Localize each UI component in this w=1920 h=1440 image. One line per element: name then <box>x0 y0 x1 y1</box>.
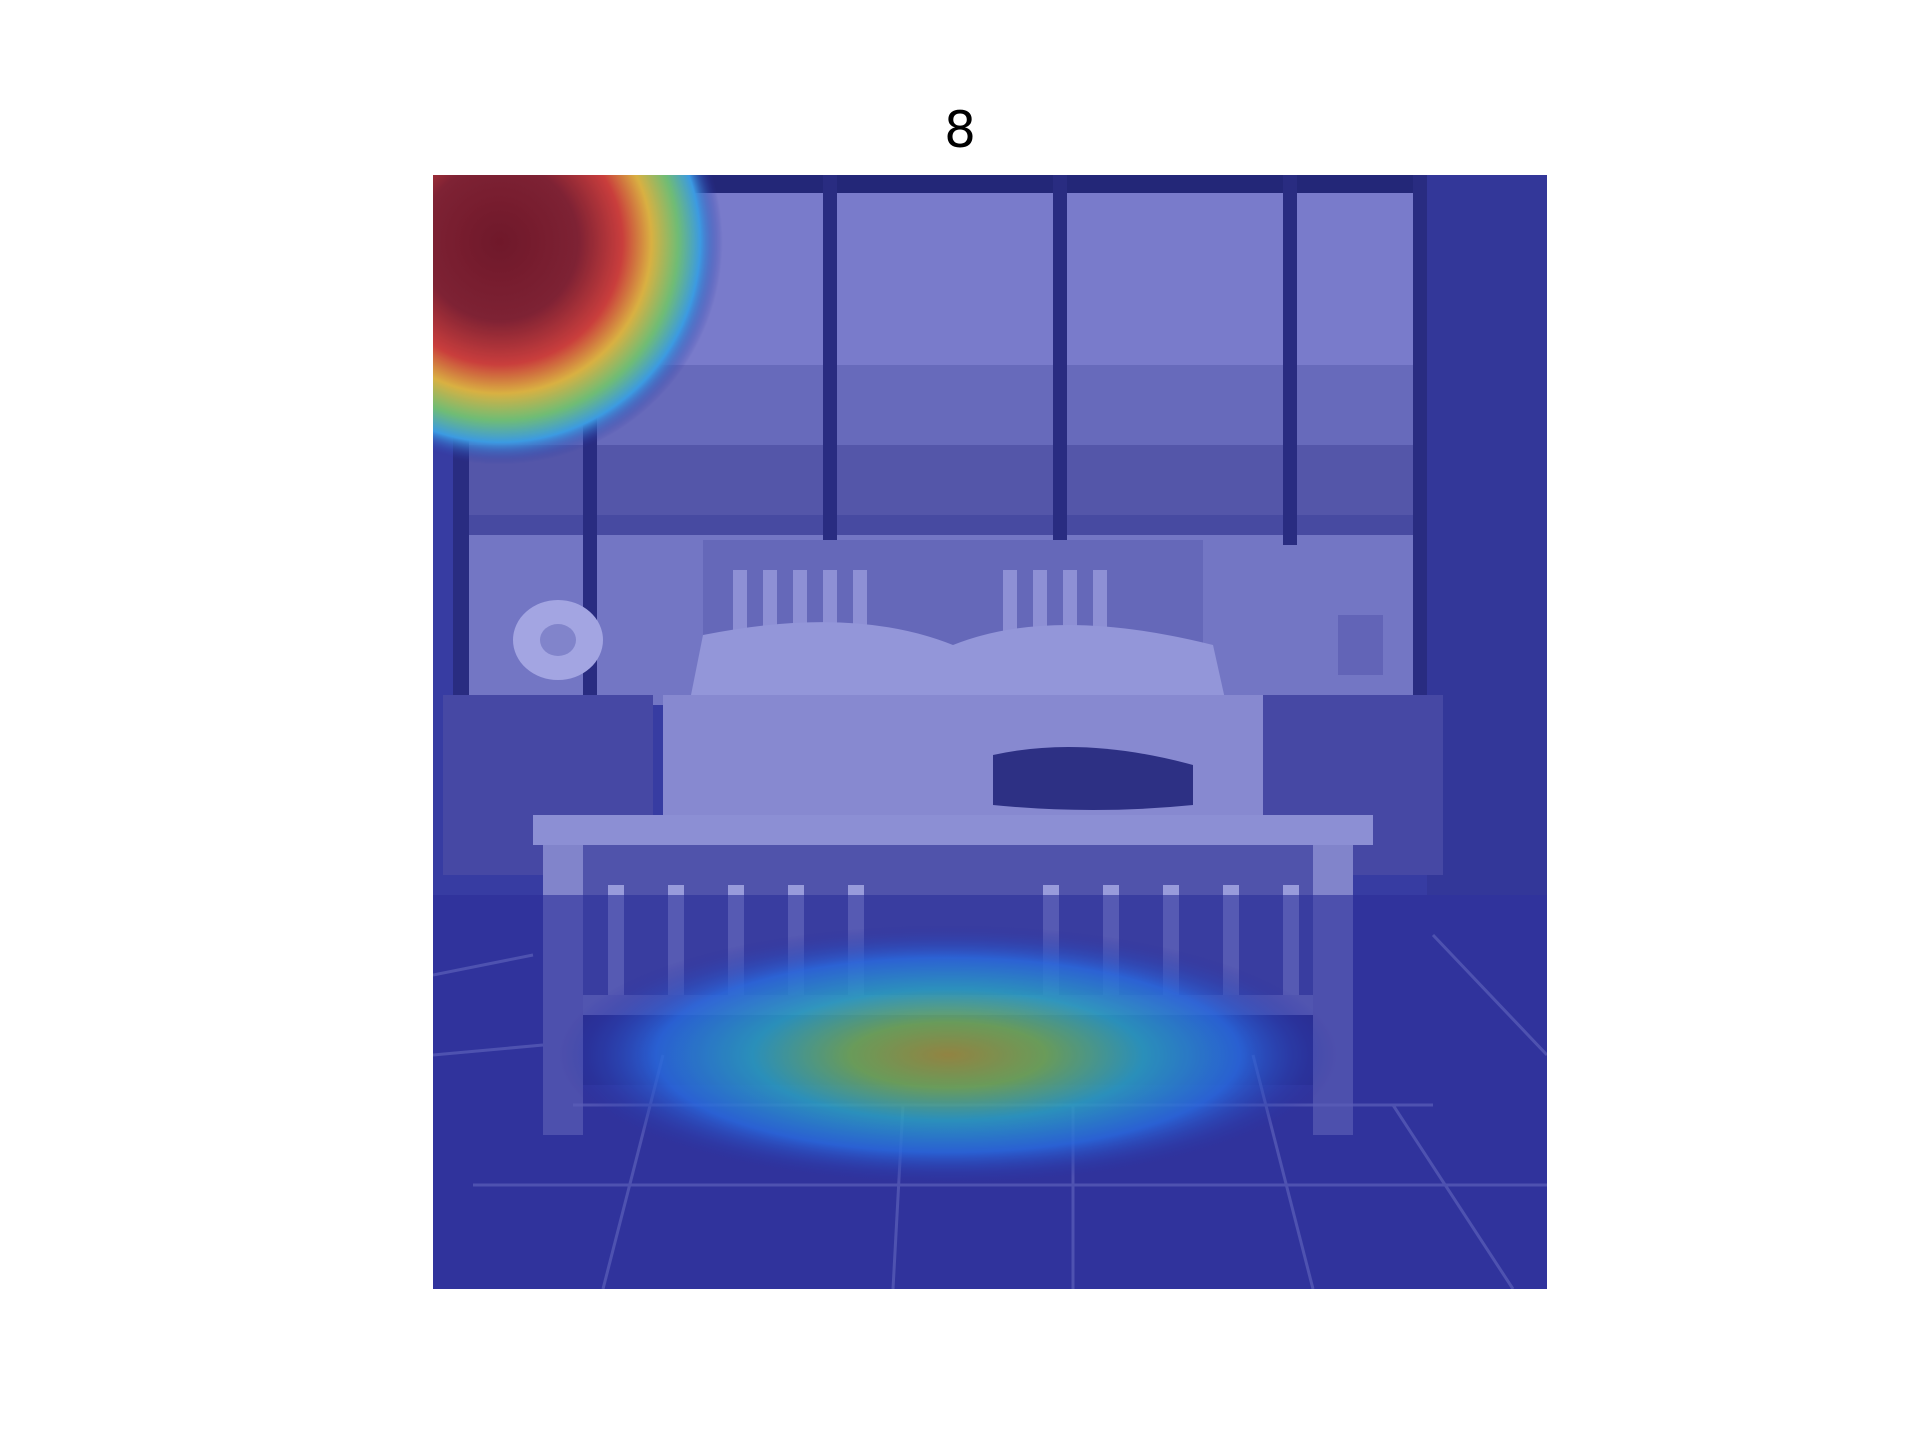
heatmap-tint <box>433 175 1547 1289</box>
figure-title: 8 <box>944 101 976 159</box>
bedroom-photo <box>433 175 1547 1289</box>
heatmap-hotspot-under-bed <box>558 925 1338 1185</box>
heatmap-image <box>433 175 1547 1289</box>
